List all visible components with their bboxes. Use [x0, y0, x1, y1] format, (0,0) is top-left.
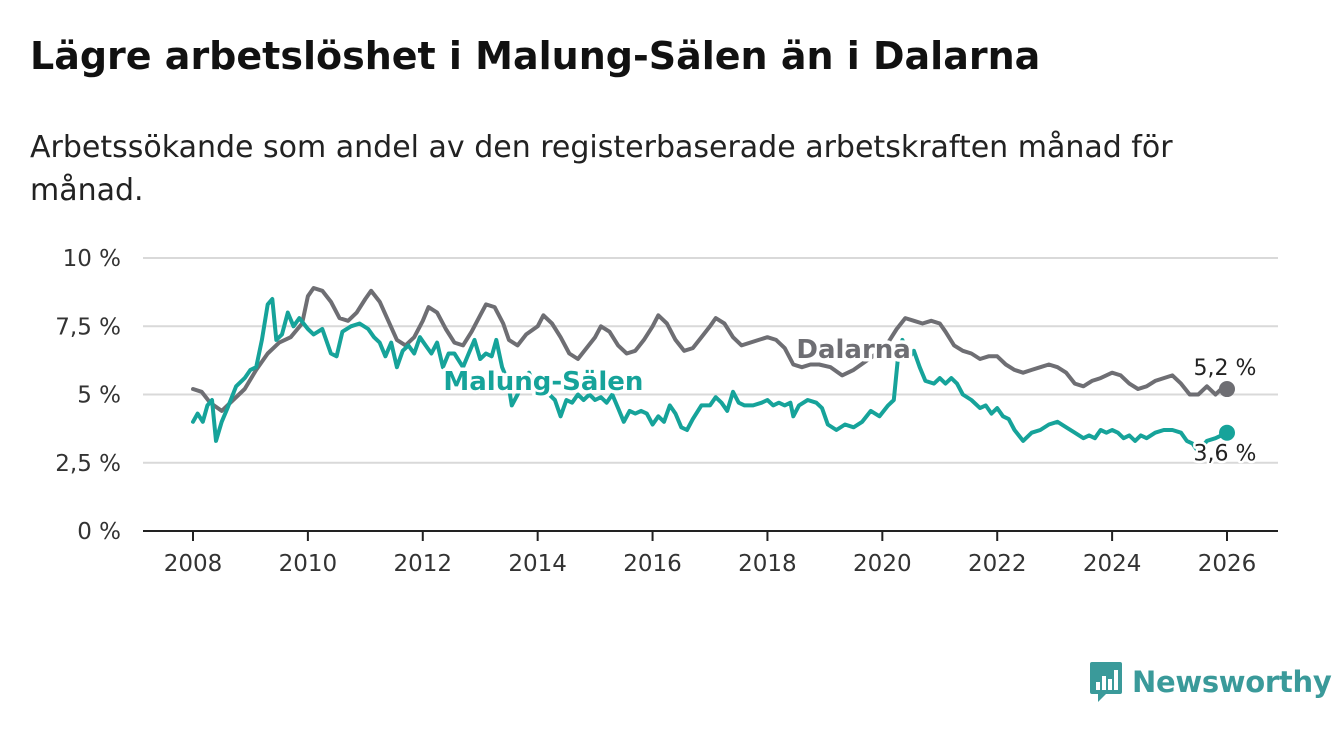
end-value-label-malung-s-len: 3,6 % [1194, 442, 1257, 467]
x-tick-label: 2024 [1083, 551, 1142, 577]
series-line-malung-s-len [191, 297, 1229, 454]
end-point-malung-s-len [1219, 424, 1235, 441]
brand-name: Newsworthy [1132, 665, 1332, 699]
series-label-dalarna: Dalarna [796, 335, 910, 365]
series-line-dalarna [191, 286, 1229, 413]
x-tick-label: 2020 [853, 551, 912, 577]
x-tick-label: 2008 [164, 551, 223, 577]
x-tick-label: 2016 [623, 551, 682, 577]
y-tick-label: 0 % [77, 519, 121, 545]
x-tick-label: 2026 [1198, 551, 1257, 577]
x-tick-label: 2010 [279, 551, 338, 577]
y-tick-label: 5 % [77, 383, 121, 409]
end-point-dalarna [1219, 381, 1235, 398]
newsworthy-logo: Newsworthy [1088, 660, 1332, 704]
y-tick-label: 2,5 % [55, 451, 121, 477]
chart-subtitle: Arbetssökande som andel av den registerb… [30, 130, 1173, 208]
x-tick-label: 2018 [738, 551, 797, 577]
end-value-label-dalarna: 5,2 % [1194, 356, 1257, 381]
y-tick-label: 7,5 % [55, 314, 121, 340]
x-tick-label: 2012 [394, 551, 453, 577]
y-tick-label: 10 % [63, 246, 121, 272]
chart-title: Lägre arbetslöshet i Malung-Sälen än i D… [30, 34, 1041, 78]
x-tick-label: 2022 [968, 551, 1027, 577]
newsworthy-bubble-icon [1090, 662, 1122, 702]
series-label-malung-s-len: Malung-Sälen [443, 367, 643, 397]
x-tick-label: 2014 [508, 551, 567, 577]
